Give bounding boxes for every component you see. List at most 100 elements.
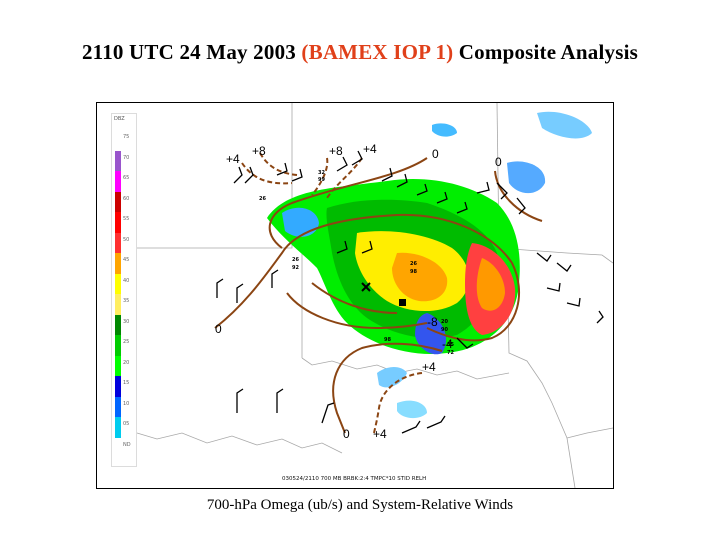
echo-light-blue [377, 367, 407, 388]
boundary-line [566, 427, 613, 439]
wind-barb [546, 282, 561, 292]
legend-level-label: 40 [123, 277, 130, 284]
wind-barb [556, 262, 572, 272]
wind-barb [244, 166, 254, 184]
legend-level-label: 45 [123, 257, 130, 263]
echo-light-blue [507, 161, 546, 194]
wind-barb [236, 283, 244, 303]
wind-barb [456, 337, 474, 349]
contour-label: 0 [432, 147, 439, 161]
legend-level-label: 25 [123, 339, 130, 345]
legend-color-swatch [115, 253, 121, 274]
square-marker [399, 299, 406, 306]
legend-color-swatch [115, 314, 121, 335]
wind-barb [516, 197, 526, 215]
wind-barb [426, 415, 446, 429]
station-label: 72 [447, 350, 454, 356]
legend-level-label: 20 [123, 359, 130, 366]
legend-color-swatch [115, 212, 121, 233]
wind-barb [351, 150, 363, 166]
legend-color-swatch [115, 273, 121, 294]
echo-intense [392, 252, 448, 302]
page-title: 2110 UTC 24 May 2003 (BAMEX IOP 1) Compo… [0, 40, 720, 65]
legend-level-label: 70 [123, 154, 130, 161]
station-label: 32 [318, 170, 325, 176]
contour-zero [214, 213, 521, 342]
wind-barb [276, 162, 288, 176]
wind-barb [271, 269, 279, 288]
cross-marker [361, 282, 371, 292]
legend-color-swatch [115, 335, 121, 356]
contour-label: +4 [422, 360, 436, 374]
contour-label: 0 [343, 427, 350, 441]
omega-contours [214, 152, 543, 434]
wind-barb [336, 156, 348, 172]
contour-label: +4 [373, 427, 387, 441]
contour-zero [332, 342, 443, 434]
contour-positive [373, 372, 423, 434]
contour-labels: +4 +8 +8 +4 0 0 0 -8 -4 +4 0 +4 [215, 142, 502, 441]
wind-barb [436, 191, 448, 204]
contour-positive [241, 162, 293, 185]
wind-barb [536, 252, 552, 262]
legend-color-swatch [115, 437, 121, 458]
wind-barbs [216, 150, 604, 434]
product-code: 030524/2110 700 MB BRBK:2:4 TMPC*10 STID… [282, 476, 427, 482]
wind-barb [596, 310, 604, 324]
contour-label: 0 [495, 155, 502, 169]
echo-light-blue [397, 400, 427, 419]
wind-barb [233, 166, 243, 184]
legend-level-label: ND [123, 441, 131, 448]
legend-title: DBZ [114, 116, 125, 122]
title-prefix: 2110 UTC 24 May 2003 [81, 40, 302, 64]
contour-negative [311, 282, 398, 314]
legend-level-label: 15 [123, 380, 130, 386]
station-label: 90 [441, 327, 448, 333]
echo-light-blue [282, 207, 319, 237]
title-highlight: (BAMEX IOP 1) [301, 40, 454, 64]
wind-barb [361, 240, 373, 254]
color-legend: DBZ 75 70 65 60 55 50 45 40 35 30 25 20 15 10 05 ND [111, 113, 137, 467]
storm-markers [361, 282, 406, 306]
boundary-line [137, 103, 293, 249]
legend-level-label: 30 [123, 318, 130, 325]
wind-barb [566, 297, 581, 307]
wind-barb [236, 388, 244, 413]
contour-label: +8 [329, 144, 343, 158]
legend-level-label: 55 [123, 216, 130, 222]
contour-zero [494, 170, 543, 222]
wind-barb [381, 167, 393, 182]
legend-level-label: 05 [123, 421, 130, 427]
legend-color-swatch [115, 232, 121, 253]
legend-level-label: 75 [123, 134, 130, 140]
analysis-map-panel: +4 +8 +8 +4 0 0 0 -8 -4 +4 0 +4 32 99 26 26 92 26 98 98 20 9… [96, 102, 614, 489]
legend-color-swatch [115, 191, 121, 212]
legend-color-swatch [115, 417, 121, 438]
wind-barb [216, 278, 224, 298]
legend-level-label: 65 [123, 175, 130, 181]
contour-positive [311, 157, 329, 196]
echo-cell-core [476, 258, 505, 311]
station-label: 99 [318, 177, 325, 183]
station-label: 98 [410, 269, 417, 275]
contour-label: +4 [363, 142, 377, 156]
legend-color-swatch [115, 396, 121, 417]
wind-barb [416, 183, 428, 196]
contour-positive [326, 157, 363, 199]
wind-barb [396, 173, 408, 188]
legend-color-swatch [115, 294, 121, 315]
legend-color-swatch [115, 171, 121, 192]
contour-zero [268, 157, 428, 249]
legend-color-swatch [115, 355, 121, 376]
wind-barb [276, 388, 284, 413]
legend-level-label: 35 [123, 298, 130, 304]
station-label: 20 [441, 319, 448, 325]
title-suffix: Composite Analysis [453, 40, 639, 64]
legend-level-label: 60 [123, 195, 130, 202]
wind-barb [336, 240, 348, 254]
legend-color-swatch [115, 376, 121, 397]
station-label: 35 [447, 342, 454, 348]
legend-color-swatch [115, 150, 121, 171]
contour-positive [259, 152, 298, 176]
